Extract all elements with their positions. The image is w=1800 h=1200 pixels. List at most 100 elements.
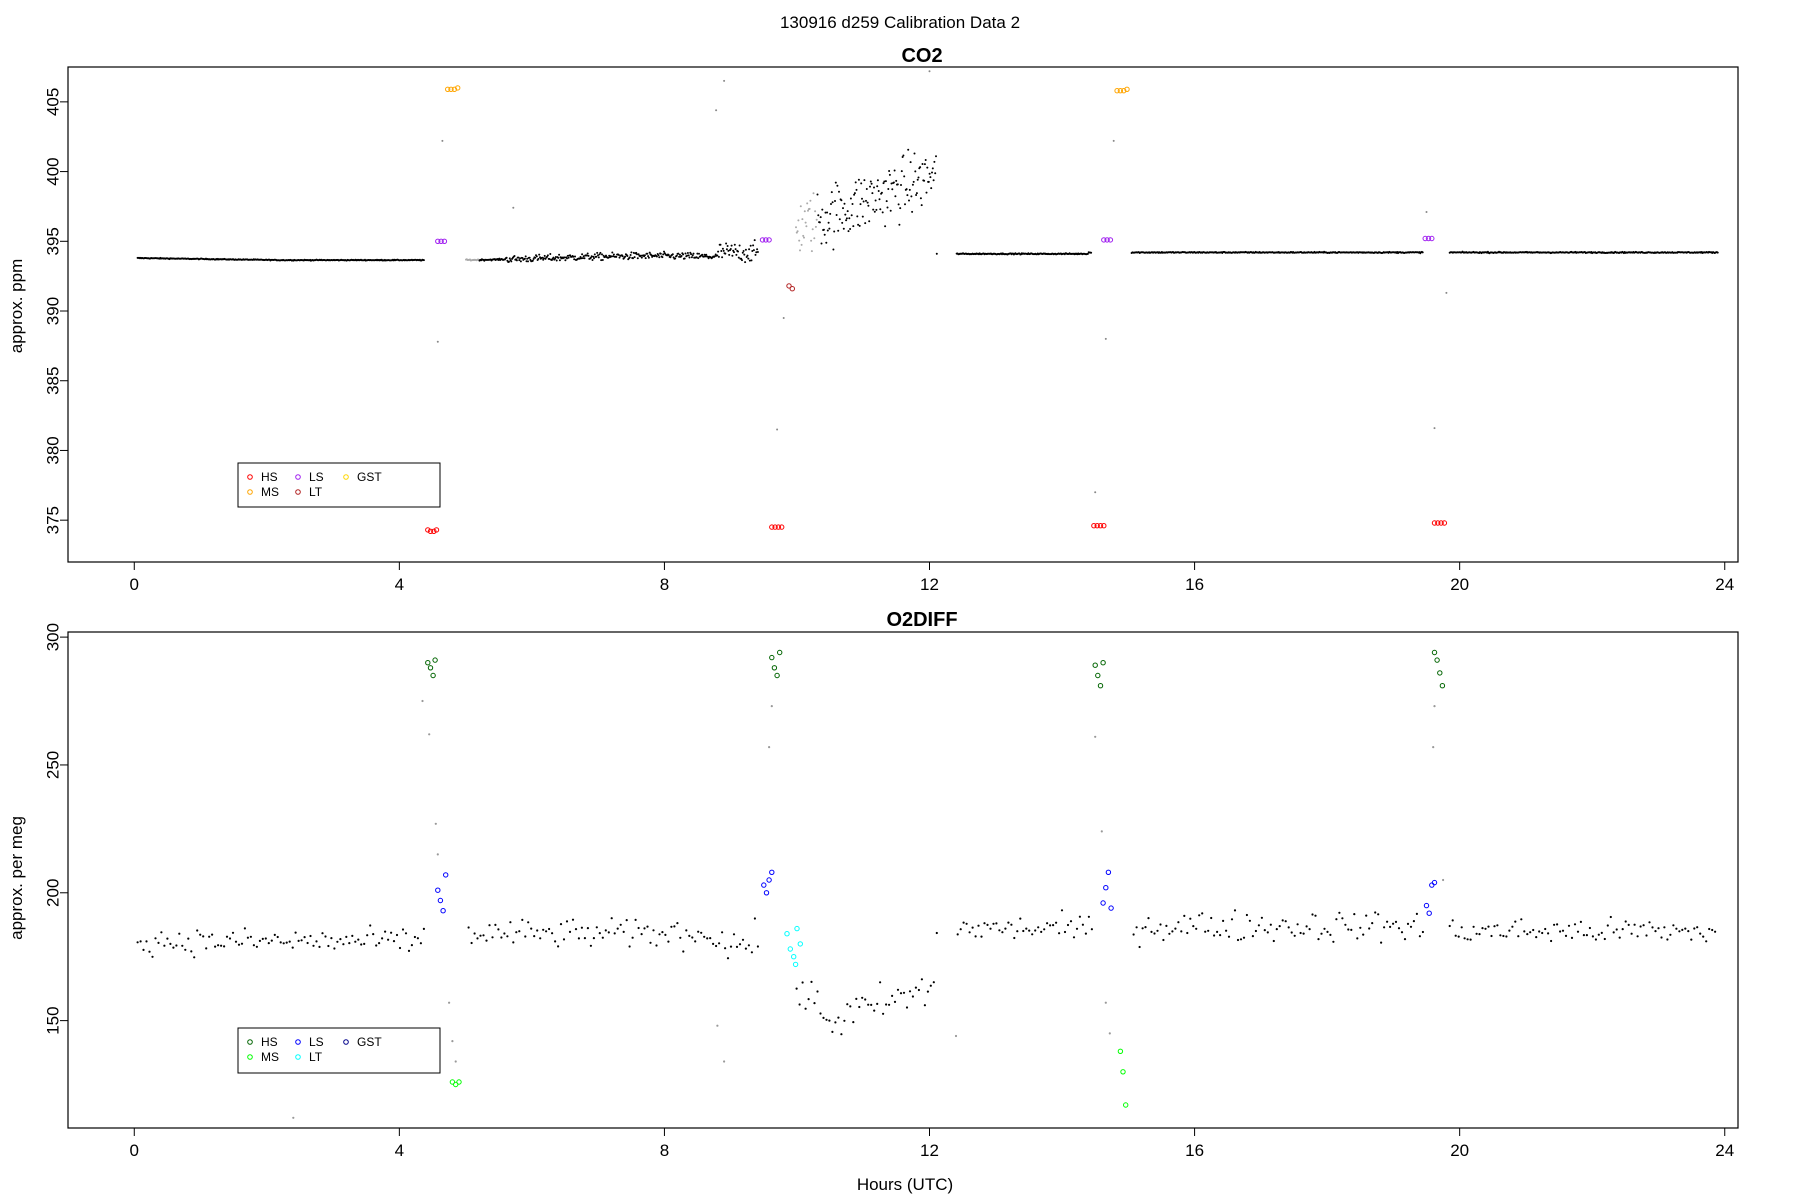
o2diff-data-point xyxy=(959,928,962,931)
o2diff-data-point xyxy=(1284,920,1287,923)
o2diff-data-point xyxy=(1094,735,1097,738)
co2-data-point xyxy=(650,254,653,257)
o2diff-calibration-point-ls xyxy=(1429,882,1435,888)
o2diff-data-point xyxy=(1031,933,1034,936)
o2diff-data-point xyxy=(533,935,536,938)
o2diff-data-point xyxy=(1517,935,1520,938)
o2diff-data-point xyxy=(1377,913,1380,916)
co2-data-point xyxy=(510,260,513,263)
co2-data-point xyxy=(859,203,862,206)
co2-data-point xyxy=(917,176,920,179)
co2-calibration-point-ls xyxy=(759,237,766,243)
co2-data-point xyxy=(683,257,686,260)
co2-data-point xyxy=(557,256,560,259)
co2-data-point xyxy=(744,261,747,264)
o2diff-data-point xyxy=(536,929,539,932)
co2-data-point xyxy=(799,249,801,252)
o2diff-data-point xyxy=(1579,920,1582,924)
o2diff-data-point xyxy=(515,931,518,934)
o2diff-data-point xyxy=(1588,926,1591,930)
o2diff-data-point xyxy=(318,945,321,949)
o2diff-data-point xyxy=(220,944,223,947)
o2diff-data-point xyxy=(360,943,363,946)
co2-data-point xyxy=(697,257,700,260)
o2diff-data-point xyxy=(551,932,554,935)
co2-data-point xyxy=(686,254,689,257)
o2diff-data-point xyxy=(724,947,727,950)
co2-data-point xyxy=(518,259,521,262)
co2-data-point xyxy=(597,256,600,259)
o2diff-data-point xyxy=(974,935,977,938)
co2-data-point xyxy=(587,254,590,257)
o2diff-data-point xyxy=(240,942,244,945)
o2diff-calibration-point-ls xyxy=(1108,905,1114,911)
o2diff-calibration-point-ms xyxy=(449,1079,456,1085)
co2-data-point xyxy=(907,148,910,151)
co2-data-point xyxy=(864,222,867,225)
co2-data-point xyxy=(845,219,848,222)
o2diff-legend-marker-gst xyxy=(343,1039,349,1045)
co2-data-point xyxy=(800,243,803,246)
co2-data-point xyxy=(725,242,728,245)
co2-data-point xyxy=(860,182,863,185)
o2diff-data-point xyxy=(1204,930,1207,933)
o2diff-data-point xyxy=(1192,925,1195,928)
o2diff-calibration-points xyxy=(425,649,1446,1108)
co2-data-point xyxy=(911,183,914,186)
o2diff-data-point xyxy=(521,918,524,922)
o2diff-calibration-point-hs xyxy=(777,649,783,656)
o2diff-calibration-point-ls xyxy=(435,887,441,893)
co2-calibration-point-hs xyxy=(1097,523,1104,529)
o2diff-data-point xyxy=(992,922,995,925)
o2diff-data-point xyxy=(208,935,211,938)
o2diff-data-point xyxy=(1362,933,1365,936)
o2diff-data-point xyxy=(640,933,643,936)
co2-data-point xyxy=(589,256,592,259)
o2diff-data-point xyxy=(1693,927,1696,930)
co2-calibration-point-hs xyxy=(431,528,437,534)
co2-data-point xyxy=(716,254,719,257)
co2-calibration-point-hs xyxy=(1431,520,1438,526)
o2diff-data-point xyxy=(735,945,739,949)
o2diff-data-point xyxy=(747,944,751,947)
o2diff-x-tick-label: 4 xyxy=(395,1141,404,1160)
co2-data-point xyxy=(755,251,758,254)
co2-data-point xyxy=(723,79,726,82)
co2-data-point xyxy=(688,256,691,259)
o2diff-data-point xyxy=(160,931,163,934)
o2diff-data-point xyxy=(968,931,971,934)
o2diff-data-point xyxy=(1550,939,1553,943)
o2diff-legend-marker-ls xyxy=(295,1039,301,1045)
co2-data-point xyxy=(675,254,678,257)
co2-data-point xyxy=(923,179,926,182)
o2diff-data-point xyxy=(837,1016,840,1019)
o2diff-data-point xyxy=(855,997,858,1001)
o2diff-data-point xyxy=(956,933,959,936)
o2diff-data-point xyxy=(1547,932,1550,935)
o2diff-calibration-point-hs xyxy=(1431,649,1438,656)
co2-data-point xyxy=(828,227,831,230)
co2-data-point xyxy=(748,248,751,251)
co2-calibration-point-lt xyxy=(789,286,795,292)
o2diff-calibration-point-lt xyxy=(787,946,793,952)
o2diff-data-point xyxy=(421,699,424,703)
o2diff-calibration-point-ms xyxy=(453,1081,459,1088)
co2-data-point xyxy=(546,254,549,257)
o2diff-data-point xyxy=(225,935,229,938)
co2-data-point xyxy=(567,256,570,259)
o2diff-data-point xyxy=(828,1019,831,1022)
co2-data-point xyxy=(870,182,873,185)
o2diff-data-point xyxy=(1104,1001,1107,1004)
o2diff-data-point xyxy=(1275,928,1278,931)
o2diff-data-point xyxy=(264,937,267,940)
co2-data-point xyxy=(582,255,585,258)
o2diff-data-point xyxy=(1138,945,1141,949)
o2diff-data-point xyxy=(902,991,906,994)
co2-data-point xyxy=(721,256,724,259)
o2diff-data-point xyxy=(1639,925,1642,928)
o2diff-data-point xyxy=(503,932,506,935)
o2diff-calibration-point-lt xyxy=(792,961,799,968)
o2diff-data-point xyxy=(980,935,983,938)
o2diff-data-point xyxy=(852,1021,855,1024)
co2-calibration-point-ls xyxy=(1425,235,1432,242)
